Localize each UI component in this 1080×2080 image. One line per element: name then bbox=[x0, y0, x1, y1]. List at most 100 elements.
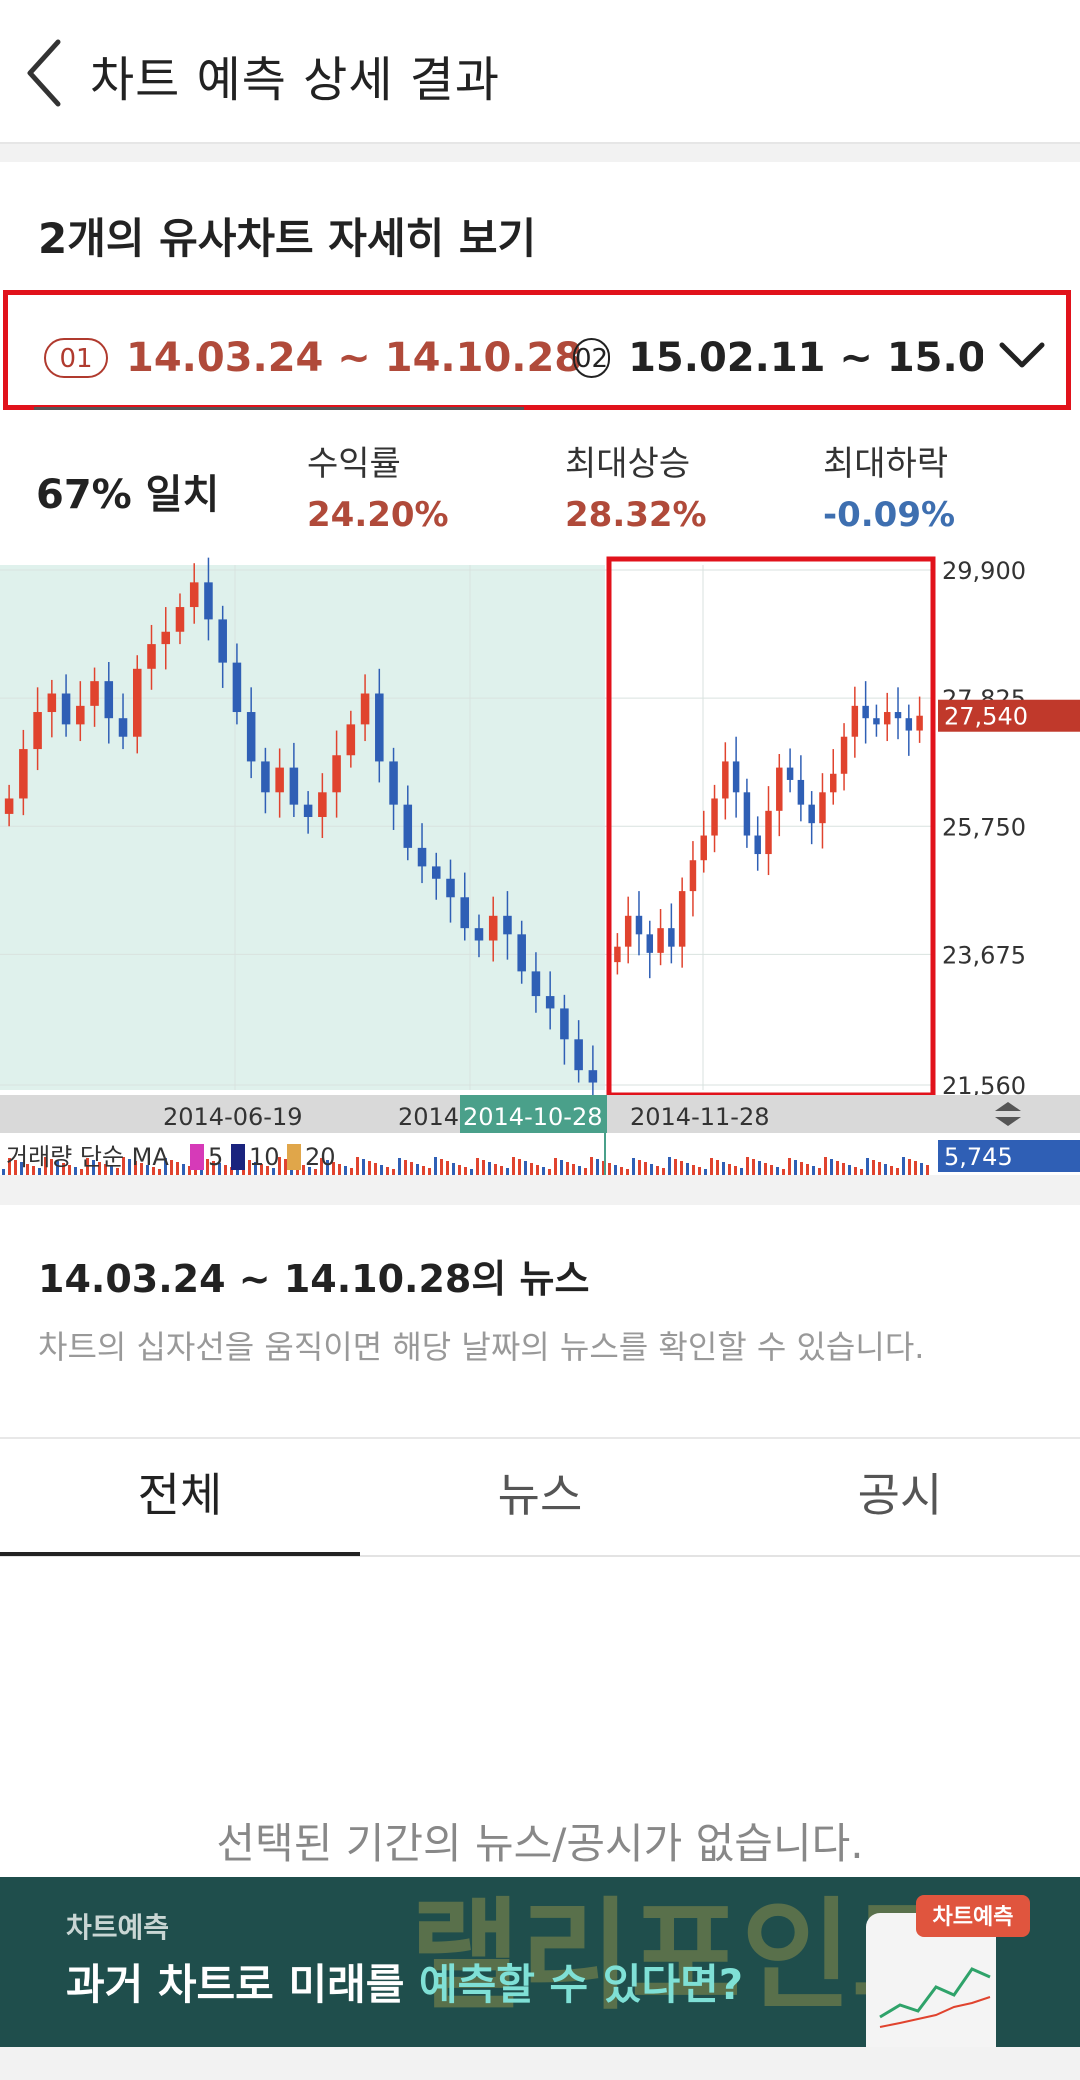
candle bbox=[33, 712, 42, 750]
stat-value: -0.09% bbox=[823, 495, 956, 535]
candle bbox=[808, 804, 815, 824]
volume-bar bbox=[752, 1159, 755, 1175]
volume-bar bbox=[770, 1165, 773, 1175]
volume-bar bbox=[38, 1168, 41, 1175]
tab-all[interactable]: 전체 bbox=[137, 1468, 223, 1522]
candle bbox=[574, 1039, 583, 1071]
candle bbox=[104, 681, 114, 719]
candle bbox=[732, 761, 740, 793]
volume-bar bbox=[908, 1159, 911, 1175]
candle bbox=[61, 693, 71, 725]
volume-bar bbox=[446, 1161, 449, 1175]
back-arrow-icon[interactable] bbox=[24, 38, 64, 108]
volume-bar bbox=[14, 1160, 17, 1175]
candle bbox=[346, 724, 356, 756]
candle bbox=[460, 897, 470, 929]
promo-banner[interactable]: 랠리포인트 차트예측 과거 차트로 미래를 예측할 수 있다면? 차트예측 bbox=[0, 1877, 1080, 2047]
stat-max-fall: 최대하락 -0.09% bbox=[823, 436, 955, 535]
candle bbox=[147, 644, 156, 669]
volume-bar bbox=[302, 1165, 305, 1175]
volume-bar bbox=[620, 1167, 623, 1175]
volume-bar bbox=[140, 1163, 143, 1175]
volume-bar bbox=[266, 1166, 269, 1175]
volume-bar bbox=[584, 1168, 587, 1175]
volume-bar bbox=[194, 1168, 197, 1175]
period-tab-02[interactable]: 02 15.02.11 ~ 15.09 bbox=[573, 335, 983, 381]
volume-bar bbox=[128, 1159, 131, 1175]
volume-bar bbox=[536, 1165, 539, 1175]
volume-bar bbox=[872, 1160, 875, 1175]
candle bbox=[76, 705, 85, 725]
candle bbox=[873, 718, 880, 725]
stat-max-rise: 최대상승 28.32% bbox=[565, 436, 707, 535]
volume-bar bbox=[8, 1158, 11, 1175]
volume-bar bbox=[74, 1167, 77, 1175]
period-range: 15.02.11 ~ 15.09 bbox=[628, 335, 983, 381]
candlestick-chart[interactable]: 29,90027,82525,75023,67521,56027,5402014… bbox=[0, 555, 1080, 1175]
volume-bar bbox=[362, 1159, 365, 1175]
candle bbox=[624, 915, 632, 947]
period-range: 14.03.24 ~ 14.10.28 bbox=[126, 335, 583, 381]
candle bbox=[883, 712, 891, 725]
candle bbox=[588, 1070, 598, 1083]
volume-bar bbox=[386, 1167, 389, 1175]
volume-bar bbox=[440, 1159, 443, 1175]
volume-bar bbox=[734, 1166, 737, 1175]
volume-bar bbox=[650, 1164, 653, 1175]
banner-chip-label: 차트예측 bbox=[933, 1905, 1014, 1930]
volume-bar bbox=[80, 1169, 83, 1175]
volume-bar bbox=[152, 1167, 155, 1175]
volume-bar bbox=[452, 1163, 455, 1175]
candle bbox=[389, 761, 398, 805]
volume-bar bbox=[248, 1160, 251, 1175]
volume-bar bbox=[350, 1168, 353, 1175]
volume-bar bbox=[722, 1162, 725, 1175]
candle bbox=[275, 767, 284, 793]
volume-bar bbox=[626, 1169, 629, 1175]
volume-bar bbox=[470, 1169, 473, 1175]
volume-bar bbox=[164, 1158, 167, 1175]
candle bbox=[47, 693, 57, 713]
volume-bar bbox=[842, 1163, 845, 1175]
tab-disclosure[interactable]: 공시 bbox=[857, 1468, 943, 1522]
candle bbox=[189, 582, 199, 608]
volume-bar bbox=[356, 1157, 359, 1175]
volume-bar bbox=[284, 1159, 287, 1175]
volume-bar bbox=[518, 1159, 521, 1175]
banner-chip bbox=[916, 1895, 1030, 1937]
volume-bar bbox=[170, 1160, 173, 1175]
current-price-label: 27,540 bbox=[944, 703, 1028, 731]
volume-bar bbox=[104, 1164, 107, 1175]
match-percent: 67% 일치 bbox=[36, 472, 220, 518]
tab-news[interactable]: 뉴스 bbox=[497, 1468, 583, 1522]
section-divider bbox=[0, 144, 1080, 162]
volume-bar bbox=[632, 1158, 635, 1175]
volume-bar bbox=[146, 1165, 149, 1175]
chevron-down-icon[interactable] bbox=[998, 339, 1046, 371]
volume-bar bbox=[824, 1157, 827, 1175]
volume-bar bbox=[98, 1162, 101, 1175]
volume-bar bbox=[62, 1163, 65, 1175]
volume-bar bbox=[740, 1168, 743, 1175]
volume-bar bbox=[482, 1160, 485, 1175]
volume-bar bbox=[644, 1162, 647, 1175]
app-header: 차트 예측 상세 결과 bbox=[0, 0, 1080, 144]
volume-value-tag bbox=[938, 1140, 1080, 1172]
volume-bar bbox=[686, 1163, 689, 1175]
volume-bar bbox=[332, 1162, 335, 1175]
volume-bar bbox=[380, 1165, 383, 1175]
ma-swatch bbox=[287, 1144, 301, 1170]
volume-bar bbox=[134, 1161, 137, 1175]
volume-bar bbox=[176, 1162, 179, 1175]
volume-bar bbox=[272, 1168, 275, 1175]
volume-bar bbox=[800, 1162, 803, 1175]
volume-bar bbox=[782, 1169, 785, 1175]
volume-bar bbox=[32, 1166, 35, 1175]
volume-bar bbox=[806, 1164, 809, 1175]
chevron-up-icon bbox=[995, 1102, 1021, 1111]
period-tab-01[interactable]: 01 14.03.24 ~ 14.10.28 bbox=[44, 335, 582, 381]
volume-value-label: 5,745 bbox=[944, 1143, 1013, 1171]
volume-bar bbox=[776, 1167, 779, 1175]
volume-bar bbox=[404, 1160, 407, 1175]
volume-bar bbox=[758, 1161, 761, 1175]
